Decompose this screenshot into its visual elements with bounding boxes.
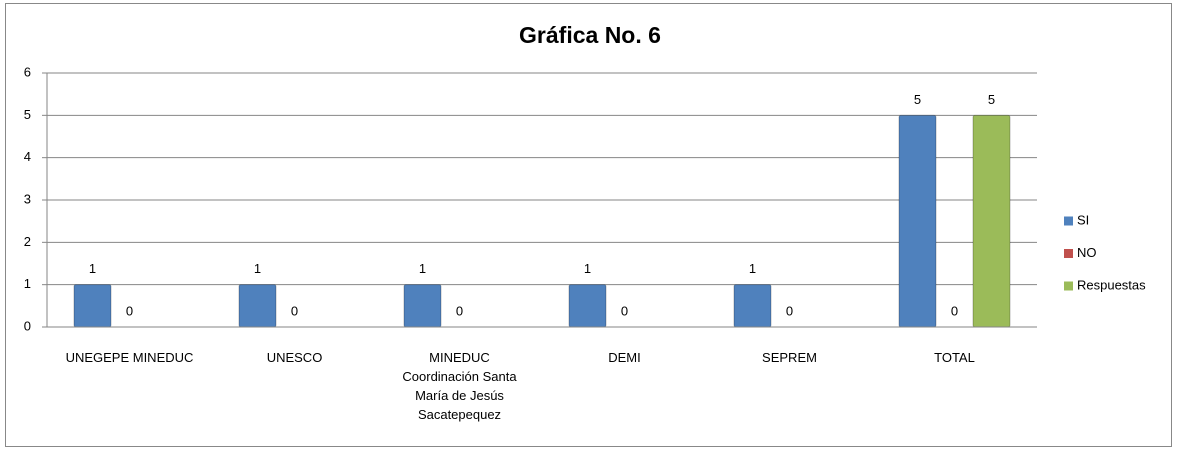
data-label: 0 (291, 303, 298, 318)
x-tick-label: TOTAL (934, 350, 975, 365)
bar (733, 284, 772, 328)
y-tick-label: 4 (24, 149, 31, 164)
bar (568, 284, 607, 328)
bar (238, 284, 277, 328)
legend-swatch (1064, 249, 1073, 258)
y-tick-label: 2 (24, 234, 31, 249)
y-tick-label: 5 (24, 107, 31, 122)
data-label: 5 (988, 92, 995, 107)
data-label: 0 (456, 303, 463, 318)
x-tick-label: DEMI (608, 350, 641, 365)
data-label: 1 (254, 261, 261, 276)
data-label: 1 (419, 261, 426, 276)
data-label: 0 (786, 303, 793, 318)
y-tick-label: 1 (24, 276, 31, 291)
y-tick-label: 3 (24, 191, 31, 206)
x-tick-label: UNEGEPE MINEDUC (65, 350, 194, 365)
data-label: 1 (584, 261, 591, 276)
bar (898, 114, 937, 328)
legend-label: NO (1077, 245, 1097, 260)
y-tick-label: 6 (24, 64, 31, 79)
legend-label: SI (1077, 212, 1089, 227)
data-label: 0 (126, 303, 133, 318)
bar (972, 114, 1011, 328)
bar (403, 284, 442, 328)
legend-swatch (1064, 216, 1073, 226)
bar (73, 284, 112, 328)
data-label: 0 (951, 303, 958, 318)
data-label: 1 (749, 261, 756, 276)
data-label: 5 (914, 92, 921, 107)
y-tick-label: 0 (24, 318, 31, 333)
legend-label: Respuestas (1077, 277, 1146, 292)
data-label: 0 (621, 303, 628, 318)
x-tick-label: UNESCO (266, 350, 323, 365)
legend-swatch (1064, 281, 1073, 291)
data-label: 1 (89, 261, 96, 276)
chart-title: Gráfica No. 6 (519, 22, 661, 48)
x-tick-label: MINEDUC Coordinación Santa María de Jesú… (402, 350, 517, 422)
x-tick-label: SEPREM (762, 350, 817, 365)
